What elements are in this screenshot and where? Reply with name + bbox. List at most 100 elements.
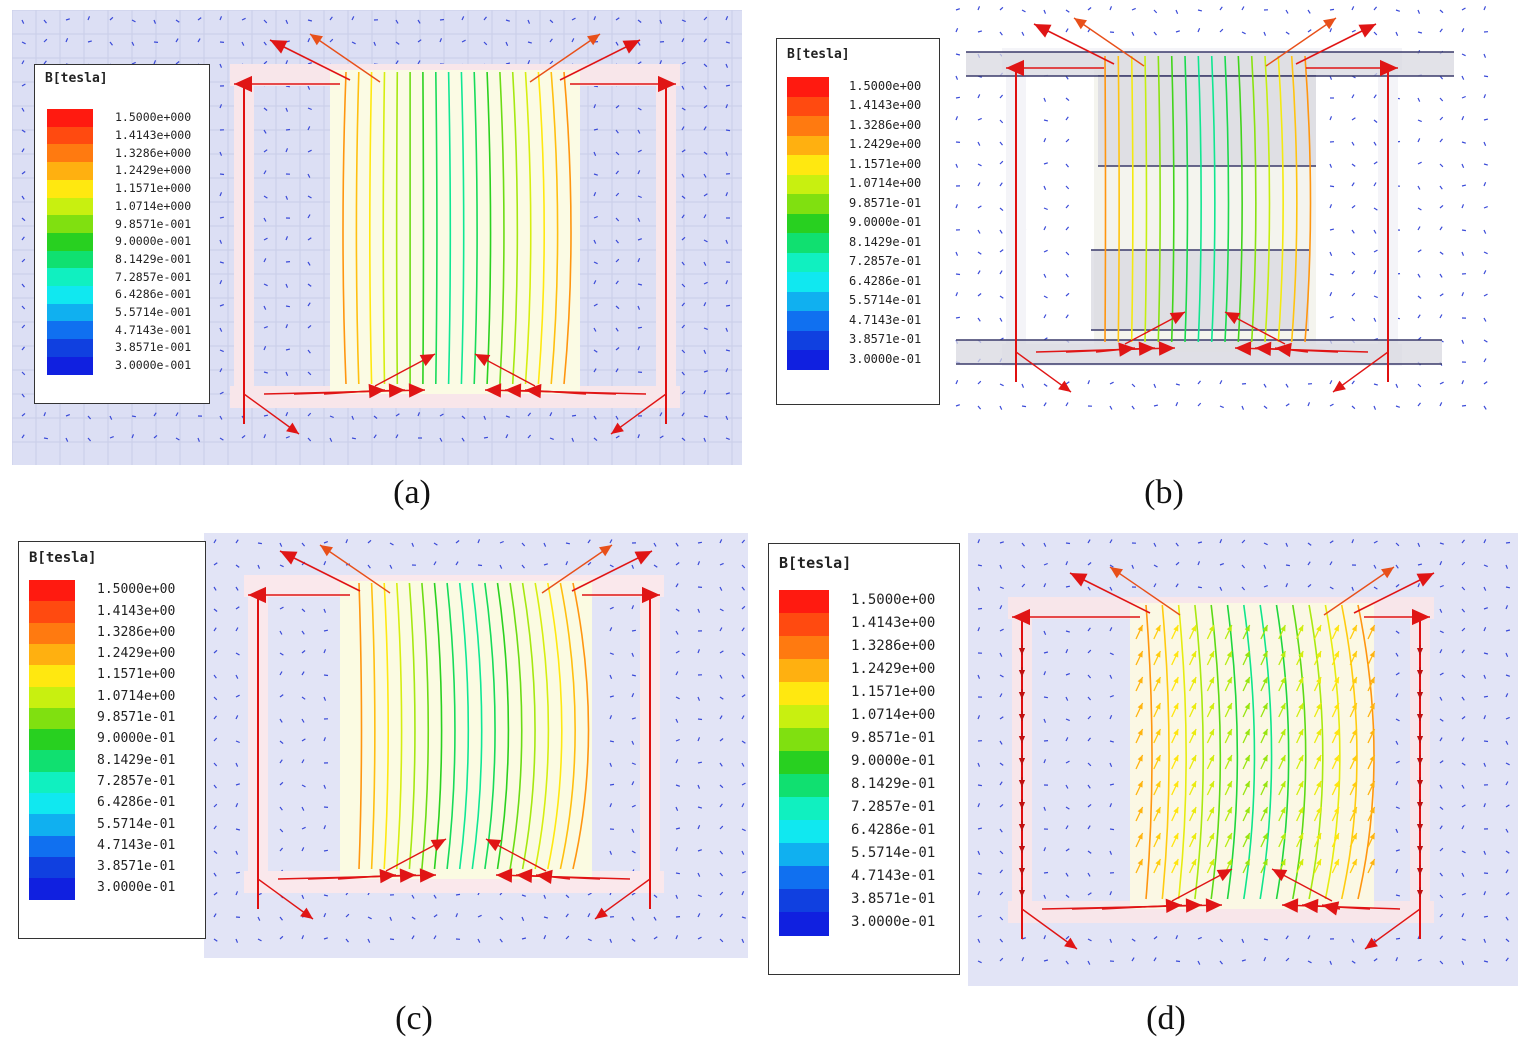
- core-flux-line: [395, 71, 399, 385]
- background-vector: [1505, 674, 1510, 677]
- vector-arrowhead: [310, 34, 323, 46]
- background-vector: [1505, 938, 1510, 943]
- background-vector: [565, 913, 569, 918]
- core-flux-line: [342, 71, 347, 385]
- background-vector: [1483, 674, 1487, 679]
- background-vector: [1109, 715, 1113, 720]
- background-vector: [1439, 402, 1443, 407]
- background-vector: [675, 718, 679, 723]
- background-vector: [213, 715, 217, 720]
- vector-arrowhead: [1006, 59, 1024, 77]
- background-vector: [219, 261, 224, 264]
- background-vector: [999, 317, 1003, 322]
- background-vector: [1043, 9, 1047, 14]
- background-vector: [955, 380, 959, 385]
- background-vector: [653, 542, 657, 547]
- background-vector: [593, 437, 598, 442]
- background-vector: [1395, 31, 1399, 36]
- background-vector: [999, 229, 1003, 234]
- core-flux-line: [1194, 604, 1204, 900]
- background-vector: [977, 6, 981, 11]
- vector-arrowhead: [1191, 755, 1197, 762]
- core-flux-line: [1304, 55, 1312, 343]
- background-vector: [1505, 605, 1509, 610]
- vector-arrowhead: [1262, 859, 1268, 866]
- background-vector: [279, 916, 283, 921]
- background-vector: [703, 281, 708, 285]
- caption-d: (d): [1146, 1000, 1186, 1037]
- background-vector: [741, 740, 746, 744]
- legend-swatch: [47, 162, 93, 181]
- core-flux-line: [446, 582, 456, 870]
- background-vector: [1373, 207, 1378, 211]
- background-vector: [21, 107, 25, 112]
- vector-arrowhead: [1118, 342, 1135, 357]
- background-vector: [285, 148, 289, 153]
- background-vector: [659, 435, 664, 439]
- background-vector: [1065, 960, 1069, 965]
- core-flux-line: [355, 71, 360, 385]
- vector-arrowhead: [1155, 703, 1161, 710]
- background-vector: [999, 405, 1003, 410]
- vector-arrowhead: [1298, 729, 1304, 736]
- background-vector: [285, 19, 289, 24]
- background-vector: [999, 957, 1004, 962]
- background-vector: [1109, 783, 1115, 786]
- background-vector: [1109, 740, 1114, 743]
- background-vector: [323, 825, 327, 830]
- background-vector: [307, 126, 311, 131]
- background-vector: [1505, 781, 1509, 786]
- background-vector: [1461, 762, 1466, 766]
- background-vector: [977, 94, 981, 99]
- background-vector: [675, 562, 680, 566]
- background-vector: [1131, 383, 1136, 388]
- background-vector: [631, 652, 635, 657]
- background-vector: [1329, 8, 1335, 11]
- background-vector: [301, 630, 305, 635]
- background-vector: [955, 8, 960, 11]
- background-vector: [955, 404, 960, 407]
- vector-arrowhead: [611, 422, 624, 434]
- background-vector: [653, 564, 658, 568]
- vector-arrowhead: [368, 383, 385, 399]
- background-vector: [527, 434, 532, 439]
- background-vector: [631, 828, 635, 833]
- background-vector: [1087, 803, 1092, 808]
- background-vector: [741, 938, 745, 943]
- background-vector: [21, 236, 25, 241]
- background-vector: [1131, 564, 1135, 569]
- field-vector: [1073, 17, 1145, 67]
- vector-arrowhead: [1173, 781, 1179, 788]
- vector-arrowhead: [1302, 898, 1319, 914]
- background-vector: [197, 437, 200, 442]
- background-vector: [697, 872, 701, 877]
- background-vector: [1461, 608, 1466, 613]
- background-vector: [477, 539, 481, 544]
- background-vector: [109, 436, 114, 439]
- background-vector: [675, 608, 680, 612]
- background-vector: [301, 894, 305, 899]
- background-vector: [725, 349, 731, 352]
- vector-arrowhead: [1316, 729, 1322, 736]
- legend-c: B[tesla] 1.5000e+00 1.4143e+00 1.3286e+00 1…: [18, 541, 206, 939]
- background-vector: [593, 151, 597, 156]
- background-vector: [285, 324, 289, 329]
- vector-arrowhead: [1173, 755, 1179, 762]
- vector-arrowhead: [1316, 807, 1322, 814]
- background-vector: [505, 19, 510, 22]
- background-vector: [175, 19, 180, 23]
- legend-tick-label: 4.7143e-001: [115, 322, 192, 337]
- legend-tick-label: 9.0000e-01: [851, 753, 936, 770]
- legend-tick-label: 1.2429e+00: [97, 646, 176, 662]
- core-flux-line: [1290, 55, 1298, 343]
- background-vector: [999, 182, 1003, 187]
- background-vector: [235, 564, 240, 568]
- background-vector: [675, 650, 680, 654]
- background-vector: [1329, 960, 1333, 965]
- vector-arrowhead: [1191, 677, 1197, 684]
- background-vector: [637, 217, 641, 222]
- field-vector: [309, 33, 381, 83]
- background-vector: [697, 718, 703, 721]
- background-vector: [301, 784, 306, 788]
- background-vector: [21, 195, 25, 200]
